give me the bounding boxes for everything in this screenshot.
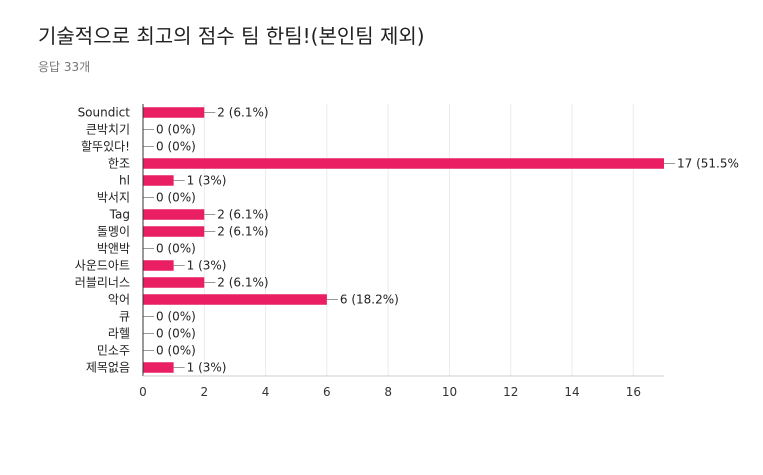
data-label: 1 (3%) [187, 174, 227, 188]
data-label: 2 (6.1%) [217, 106, 268, 120]
x-tick-label: 14 [564, 385, 579, 399]
data-label: 0 (0%) [156, 242, 196, 256]
bar [143, 362, 174, 373]
data-label: 2 (6.1%) [217, 208, 268, 222]
data-label: 0 (0%) [156, 140, 196, 154]
bar [143, 158, 664, 169]
x-tick-label: 12 [503, 385, 518, 399]
category-label: 큰박치기 [86, 123, 130, 137]
x-tick-label: 0 [139, 385, 147, 399]
x-tick-label: 2 [200, 385, 208, 399]
category-label: 악어 [108, 293, 130, 307]
response-count: 응답 33개 [38, 60, 91, 74]
x-tick-label: 10 [442, 385, 457, 399]
category-label: 민소주 [97, 344, 130, 358]
x-tick-label: 8 [384, 385, 392, 399]
category-label: hl [119, 174, 130, 188]
x-tick-label: 6 [323, 385, 331, 399]
data-label: 0 (0%) [156, 191, 196, 205]
data-label: 2 (6.1%) [217, 225, 268, 239]
data-label: 6 (18.2%) [340, 293, 399, 307]
data-label: 0 (0%) [156, 344, 196, 358]
category-label: 제목없음 [86, 361, 130, 375]
data-label: 0 (0%) [156, 327, 196, 341]
x-tick-label: 4 [262, 385, 270, 399]
bar [143, 226, 205, 237]
category-label: 박앤박 [97, 242, 130, 256]
bar [143, 260, 174, 271]
data-label: 2 (6.1%) [217, 276, 268, 290]
category-label: 라헬 [108, 327, 130, 341]
category-label: 큐 [119, 310, 130, 324]
category-label: 박서지 [97, 191, 130, 205]
data-label: 0 (0%) [156, 123, 196, 137]
category-label: 돌멩이 [97, 225, 130, 239]
bar [143, 107, 205, 118]
bar [143, 277, 205, 288]
category-label: 러블리너스 [75, 276, 130, 290]
category-label: 할뚜있다! [81, 140, 130, 154]
category-label: Soundict [78, 106, 131, 120]
data-label: 0 (0%) [156, 310, 196, 324]
chart-title: 기술적으로 최고의 점수 팀 한팀!(본인팀 제외) [38, 24, 425, 48]
category-label: 사운드아트 [75, 259, 130, 273]
category-label: Tag [109, 208, 130, 222]
category-label: 한조 [108, 157, 130, 171]
bar [143, 209, 205, 220]
data-label: 17 (51.5% [677, 157, 739, 171]
bar [143, 175, 174, 186]
data-label: 1 (3%) [187, 361, 227, 375]
data-label: 1 (3%) [187, 259, 227, 273]
x-tick-label: 16 [626, 385, 641, 399]
bar [143, 294, 327, 305]
